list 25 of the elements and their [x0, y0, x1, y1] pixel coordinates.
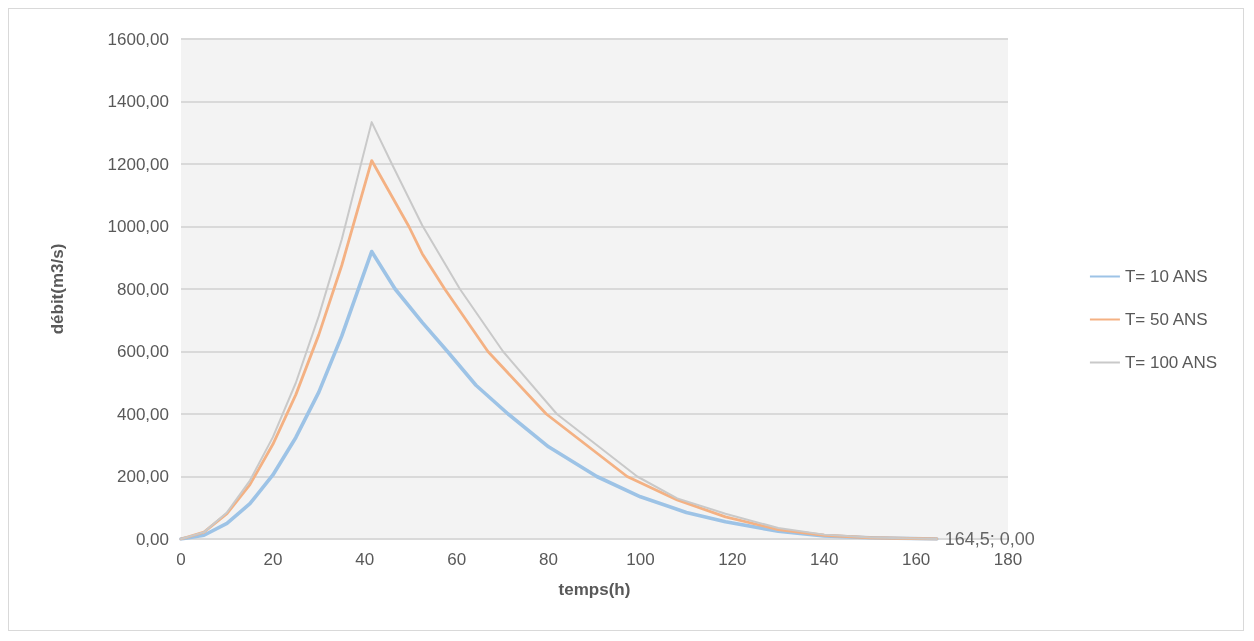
x-axis-title: temps(h) — [558, 580, 631, 599]
y-tick-label: 1400,00 — [107, 92, 169, 111]
annotation: 164,5; 0,00 — [944, 529, 1035, 549]
x-tick-label: 80 — [539, 550, 559, 569]
y-tick-label: 1000,00 — [107, 217, 169, 236]
y-tick-label: 400,00 — [117, 404, 169, 424]
x-tick-label: 180 — [993, 550, 1023, 569]
x-tick-label: 0 — [176, 550, 186, 569]
legend-label: T= 100 ANS — [1124, 353, 1218, 372]
x-tick-label: 100 — [626, 550, 655, 569]
y-tick-label: 1200,00 — [107, 154, 169, 174]
x-tick-label: 160 — [901, 550, 931, 569]
x-tick-label: 20 — [263, 550, 283, 569]
y-tick-label: 600,00 — [117, 342, 169, 361]
y-tick-label: 200,00 — [117, 467, 169, 486]
y-tick-label: 1600,00 — [107, 29, 169, 49]
x-tick-label: 120 — [718, 550, 747, 569]
y-tick-label: 800,00 — [117, 279, 169, 299]
x-tick-label: 60 — [447, 550, 467, 569]
x-tick-label: 140 — [810, 550, 839, 569]
x-tick-label: 40 — [355, 550, 375, 569]
y-axis-title: débit(m3/s) — [48, 243, 67, 335]
legend-label: T= 10 ANS — [1124, 267, 1208, 286]
legend-label: T= 50 ANS — [1124, 310, 1208, 329]
y-tick-label: 0,00 — [135, 529, 169, 549]
